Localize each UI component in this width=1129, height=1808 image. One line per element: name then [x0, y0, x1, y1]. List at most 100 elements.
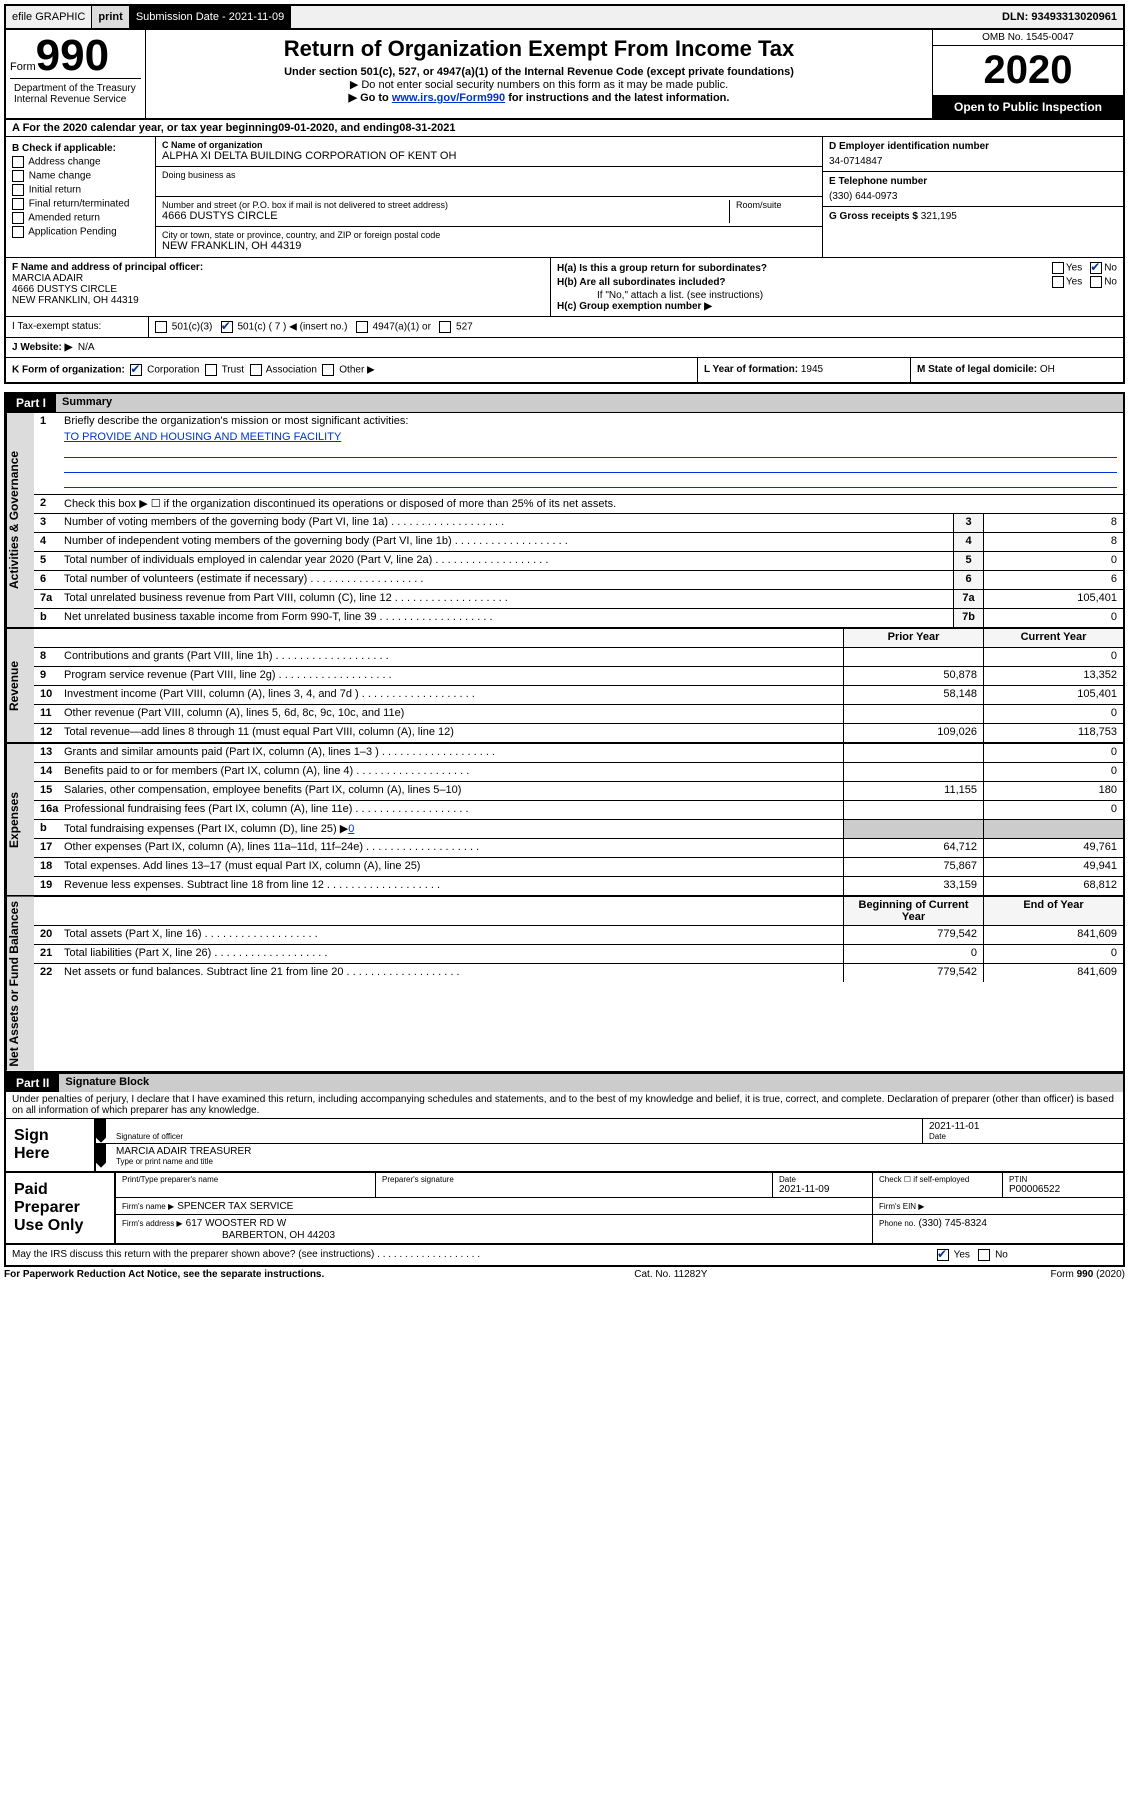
begin-year-header: Beginning of Current Year [843, 897, 983, 925]
mission-text: TO PROVIDE AND HOUSING AND MEETING FACIL… [64, 431, 1117, 443]
line14-prior [843, 763, 983, 781]
line9-text: Program service revenue (Part VIII, line… [60, 667, 843, 685]
line22-prior: 779,542 [843, 964, 983, 982]
year-formation-value: 1945 [801, 364, 823, 375]
footer-mid: Cat. No. 11282Y [634, 1269, 707, 1280]
form-number: 990 [36, 31, 109, 80]
line18-text: Total expenses. Add lines 13–17 (must eq… [60, 858, 843, 876]
line16a-prior [843, 801, 983, 819]
ha-no-checkbox[interactable] [1090, 262, 1102, 274]
hb-note: If "No," attach a list. (see instruction… [557, 290, 1117, 301]
discuss-text: May the IRS discuss this return with the… [12, 1249, 374, 1260]
phone-label: E Telephone number [829, 176, 1117, 187]
ha-label: H(a) Is this a group return for subordin… [557, 263, 1052, 274]
line17-text: Other expenses (Part IX, column (A), lin… [60, 839, 843, 857]
line14-curr: 0 [983, 763, 1123, 781]
checkbox-4947[interactable] [356, 321, 368, 333]
checkbox-final-return[interactable] [12, 198, 24, 210]
line19-curr: 68,812 [983, 877, 1123, 895]
line3-text: Number of voting members of the governin… [60, 514, 953, 532]
entity-block: B Check if applicable: Address change Na… [4, 137, 1125, 258]
paid-preparer-label: Paid Preparer Use Only [6, 1173, 116, 1243]
part1-header: Part I Summary [4, 392, 1125, 413]
firm-name-label: Firm's name ▶ [122, 1202, 174, 1211]
footer-row: For Paperwork Reduction Act Notice, see … [4, 1267, 1125, 1282]
sign-date-label: Date [929, 1132, 1117, 1141]
line12-text: Total revenue—add lines 8 through 11 (mu… [60, 724, 843, 742]
line14-text: Benefits paid to or for members (Part IX… [60, 763, 843, 781]
form-990-page: efile GRAPHIC print Submission Date - 20… [0, 0, 1129, 1286]
line8-curr: 0 [983, 648, 1123, 666]
prep-self-employed-label: Check ☐ if self-employed [879, 1175, 996, 1184]
topbar: efile GRAPHIC print Submission Date - 20… [4, 4, 1125, 30]
line13-curr: 0 [983, 744, 1123, 762]
sign-date-value: 2021-11-01 [929, 1121, 1117, 1132]
checkbox-association[interactable] [250, 364, 262, 376]
print-button[interactable]: print [92, 6, 129, 28]
checkbox-initial-return[interactable] [12, 184, 24, 196]
hb-yes-checkbox[interactable] [1052, 276, 1064, 288]
line18-prior: 75,867 [843, 858, 983, 876]
checkbox-other[interactable] [322, 364, 334, 376]
line20-prior: 779,542 [843, 926, 983, 944]
checkbox-corporation[interactable] [130, 364, 142, 376]
prior-year-header: Prior Year [843, 629, 983, 647]
tax-exempt-row: I Tax-exempt status: 501(c)(3) 501(c) ( … [4, 317, 1125, 338]
arrow-icon [96, 1119, 106, 1143]
header-row: Form990 Department of the Treasury Inter… [4, 30, 1125, 120]
tax-year: 2020 [978, 48, 1079, 93]
line22-curr: 841,609 [983, 964, 1123, 982]
part2-title: Signature Block [59, 1074, 1123, 1092]
line11-prior [843, 705, 983, 723]
checkbox-name-change[interactable] [12, 170, 24, 182]
checkbox-trust[interactable] [205, 364, 217, 376]
hb-no-checkbox[interactable] [1090, 276, 1102, 288]
paid-preparer-block: Paid Preparer Use Only Print/Type prepar… [4, 1173, 1125, 1245]
begin-date: 09-01-2020 [278, 122, 334, 134]
year-formation-label: L Year of formation: [704, 364, 798, 375]
line16b-text: Total fundraising expenses (Part IX, col… [60, 820, 843, 838]
state-domicile-label: M State of legal domicile: [917, 364, 1037, 375]
discuss-yes-checkbox[interactable] [937, 1249, 949, 1261]
checkbox-address-change[interactable] [12, 156, 24, 168]
org-name: ALPHA XI DELTA BUILDING CORPORATION OF K… [162, 150, 816, 162]
line2-text: Check this box ▶ ☐ if the organization d… [60, 495, 1123, 513]
hc-label: H(c) Group exemption number ▶ [557, 301, 1117, 312]
prep-sig-label: Preparer's signature [382, 1175, 766, 1184]
form-title: Return of Organization Exempt From Incom… [154, 36, 924, 62]
firm-addr2-value: BARBERTON, OH 44203 [122, 1230, 335, 1241]
gross-receipts-value: 321,195 [921, 211, 957, 222]
line4-text: Number of independent voting members of … [60, 533, 953, 551]
sign-here-block: Sign Here Signature of officer 2021-11-0… [4, 1119, 1125, 1173]
discuss-no-checkbox[interactable] [978, 1249, 990, 1261]
line4-value: 8 [983, 533, 1123, 551]
checkbox-501c3[interactable] [155, 321, 167, 333]
checkbox-501c[interactable] [221, 321, 233, 333]
side-label-net-assets: Net Assets or Fund Balances [6, 897, 34, 1071]
declaration-text: Under penalties of perjury, I declare th… [4, 1092, 1125, 1119]
form-subtitle: Under section 501(c), 527, or 4947(a)(1)… [154, 66, 924, 78]
checkbox-amended-return[interactable] [12, 212, 24, 224]
section-k-label: K Form of organization: [12, 365, 125, 376]
section-b: B Check if applicable: Address change Na… [6, 137, 156, 257]
officer-print-label: Type or print name and title [116, 1157, 1117, 1166]
summary-expenses: Expenses 13Grants and similar amounts pa… [4, 744, 1125, 897]
part2-label: Part II [6, 1074, 59, 1092]
ha-yes-checkbox[interactable] [1052, 262, 1064, 274]
line16a-curr: 0 [983, 801, 1123, 819]
instructions-link[interactable]: www.irs.gov/Form990 [392, 92, 505, 104]
summary-gov: Activities & Governance 1 Briefly descri… [4, 413, 1125, 629]
officer-addr1: 4666 DUSTYS CIRCLE [12, 284, 544, 295]
firm-ein-label: Firm's EIN ▶ [879, 1202, 924, 1211]
end-date: 08-31-2021 [399, 122, 455, 134]
omb-label: OMB No. 1545-0047 [933, 30, 1123, 46]
line7a-value: 105,401 [983, 590, 1123, 608]
line7b-value: 0 [983, 609, 1123, 627]
ein-label: D Employer identification number [829, 141, 1117, 152]
checkbox-527[interactable] [439, 321, 451, 333]
checkbox-application-pending[interactable] [12, 226, 24, 238]
city-label: City or town, state or province, country… [162, 230, 816, 240]
dba-label: Doing business as [162, 170, 816, 180]
part2-header: Part II Signature Block [4, 1073, 1125, 1092]
discuss-row: May the IRS discuss this return with the… [4, 1245, 1125, 1267]
